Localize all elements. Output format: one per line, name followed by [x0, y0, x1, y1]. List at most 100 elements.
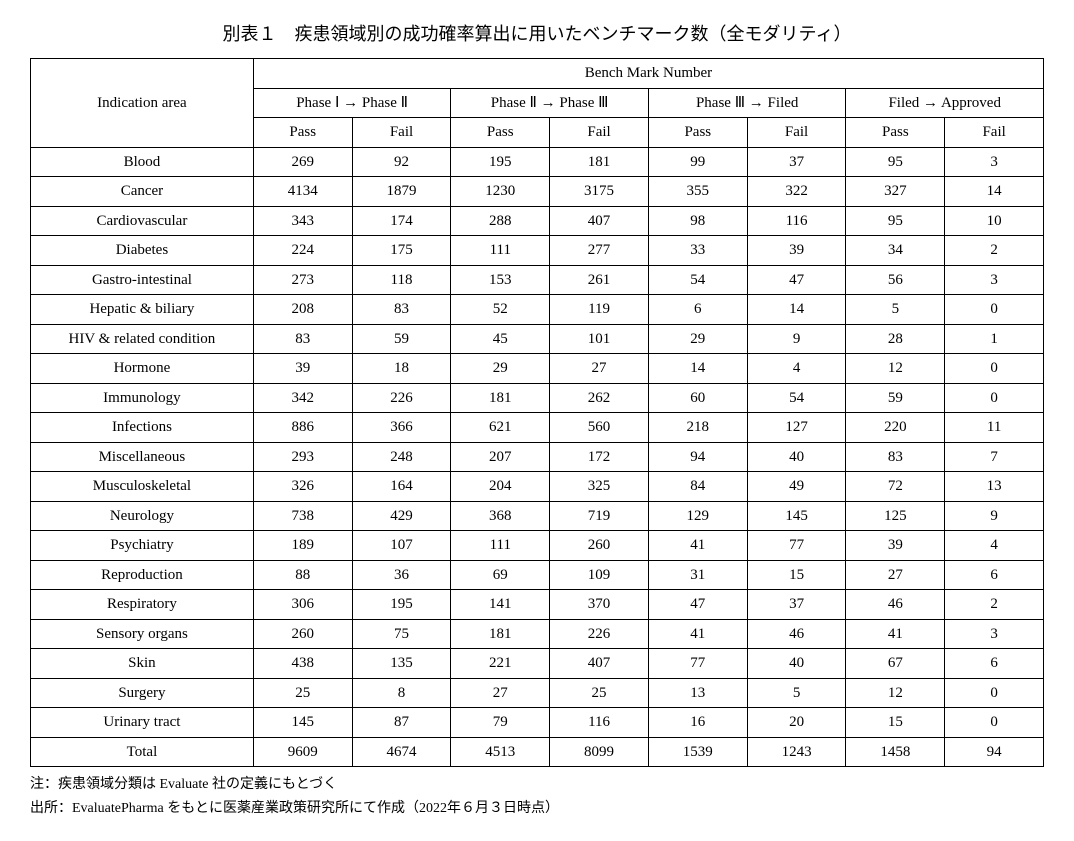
cell-indication: Skin — [31, 649, 254, 679]
cell-fa-pass: 5 — [846, 295, 945, 325]
cell-p23-fail: 25 — [550, 678, 649, 708]
cell-p23-fail: 101 — [550, 324, 649, 354]
cell-p3f-pass: 33 — [648, 236, 747, 266]
cell-p12-pass: 293 — [253, 442, 352, 472]
cell-p3f-pass: 54 — [648, 265, 747, 295]
cell-fa-pass: 41 — [846, 619, 945, 649]
cell-p23-pass: 69 — [451, 560, 550, 590]
col-phase3-to-filed: Phase Ⅲ → Filed — [648, 88, 846, 118]
cell-fa-pass: 95 — [846, 206, 945, 236]
cell-p23-pass: 204 — [451, 472, 550, 502]
cell-p12-fail: 195 — [352, 590, 451, 620]
cell-p3f-fail: 4 — [747, 354, 846, 384]
cell-p12-pass: 88 — [253, 560, 352, 590]
table-row: Skin4381352214077740676 — [31, 649, 1044, 679]
cell-p23-fail: 560 — [550, 413, 649, 443]
cell-indication: Surgery — [31, 678, 254, 708]
cell-p12-pass: 83 — [253, 324, 352, 354]
cell-p12-pass: 343 — [253, 206, 352, 236]
col-p12-pass: Pass — [253, 118, 352, 148]
cell-fa-pass: 46 — [846, 590, 945, 620]
cell-p12-pass: 145 — [253, 708, 352, 738]
cell-p12-pass: 260 — [253, 619, 352, 649]
cell-p3f-fail: 5 — [747, 678, 846, 708]
cell-p12-pass: 208 — [253, 295, 352, 325]
cell-p12-pass: 9609 — [253, 737, 352, 767]
cell-p12-fail: 107 — [352, 531, 451, 561]
cell-fa-pass: 83 — [846, 442, 945, 472]
cell-p3f-fail: 46 — [747, 619, 846, 649]
cell-indication: Diabetes — [31, 236, 254, 266]
table-row: Cancer413418791230317535532232714 — [31, 177, 1044, 207]
cell-fa-fail: 14 — [945, 177, 1044, 207]
cell-fa-fail: 0 — [945, 678, 1044, 708]
cell-indication: Infections — [31, 413, 254, 443]
cell-p3f-fail: 47 — [747, 265, 846, 295]
table-row: Surgery2582725135120 — [31, 678, 1044, 708]
cell-p3f-pass: 84 — [648, 472, 747, 502]
cell-p23-fail: 719 — [550, 501, 649, 531]
cell-p3f-pass: 355 — [648, 177, 747, 207]
cell-indication: Hepatic & biliary — [31, 295, 254, 325]
cell-p23-pass: 368 — [451, 501, 550, 531]
cell-p23-pass: 195 — [451, 147, 550, 177]
cell-indication: Sensory organs — [31, 619, 254, 649]
cell-p23-pass: 79 — [451, 708, 550, 738]
col-fa-fail: Fail — [945, 118, 1044, 148]
cell-fa-pass: 67 — [846, 649, 945, 679]
table-row: Urinary tract14587791161620150 — [31, 708, 1044, 738]
cell-p23-fail: 109 — [550, 560, 649, 590]
cell-p12-fail: 1879 — [352, 177, 451, 207]
cell-p3f-pass: 13 — [648, 678, 747, 708]
cell-p3f-fail: 37 — [747, 147, 846, 177]
table-body: Blood269921951819937953Cancer41341879123… — [31, 147, 1044, 767]
cell-p3f-fail: 127 — [747, 413, 846, 443]
cell-p3f-fail: 322 — [747, 177, 846, 207]
cell-p23-fail: 116 — [550, 708, 649, 738]
cell-p12-pass: 224 — [253, 236, 352, 266]
cell-p12-fail: 87 — [352, 708, 451, 738]
cell-fa-fail: 0 — [945, 354, 1044, 384]
cell-p3f-fail: 116 — [747, 206, 846, 236]
cell-p23-pass: 111 — [451, 236, 550, 266]
cell-p23-pass: 181 — [451, 383, 550, 413]
cell-p3f-pass: 99 — [648, 147, 747, 177]
cell-p12-pass: 269 — [253, 147, 352, 177]
cell-p23-fail: 261 — [550, 265, 649, 295]
cell-p12-pass: 886 — [253, 413, 352, 443]
cell-p12-fail: 75 — [352, 619, 451, 649]
cell-p12-pass: 738 — [253, 501, 352, 531]
table-notes: 注：疾患領域分類は Evaluate 社の定義にもとづく 出所：Evaluate… — [30, 773, 1044, 821]
cell-fa-pass: 125 — [846, 501, 945, 531]
cell-indication: Blood — [31, 147, 254, 177]
cell-p3f-fail: 9 — [747, 324, 846, 354]
cell-p3f-fail: 15 — [747, 560, 846, 590]
cell-p3f-pass: 1539 — [648, 737, 747, 767]
cell-p12-fail: 36 — [352, 560, 451, 590]
cell-fa-pass: 34 — [846, 236, 945, 266]
cell-p23-pass: 27 — [451, 678, 550, 708]
cell-p3f-pass: 29 — [648, 324, 747, 354]
cell-fa-pass: 27 — [846, 560, 945, 590]
cell-p12-pass: 438 — [253, 649, 352, 679]
cell-p23-fail: 407 — [550, 649, 649, 679]
cell-p23-pass: 45 — [451, 324, 550, 354]
cell-fa-fail: 4 — [945, 531, 1044, 561]
table-row: Psychiatry1891071112604177394 — [31, 531, 1044, 561]
cell-p23-fail: 277 — [550, 236, 649, 266]
cell-fa-fail: 7 — [945, 442, 1044, 472]
cell-fa-pass: 12 — [846, 354, 945, 384]
cell-fa-pass: 220 — [846, 413, 945, 443]
cell-p23-pass: 207 — [451, 442, 550, 472]
benchmark-table: Indication area Bench Mark Number Phase … — [30, 58, 1044, 767]
cell-p12-pass: 306 — [253, 590, 352, 620]
cell-p23-pass: 621 — [451, 413, 550, 443]
cell-fa-fail: 10 — [945, 206, 1044, 236]
cell-p3f-pass: 16 — [648, 708, 747, 738]
cell-indication: Cancer — [31, 177, 254, 207]
cell-p23-pass: 52 — [451, 295, 550, 325]
cell-fa-pass: 72 — [846, 472, 945, 502]
cell-p23-fail: 260 — [550, 531, 649, 561]
cell-p3f-fail: 49 — [747, 472, 846, 502]
cell-fa-fail: 0 — [945, 295, 1044, 325]
